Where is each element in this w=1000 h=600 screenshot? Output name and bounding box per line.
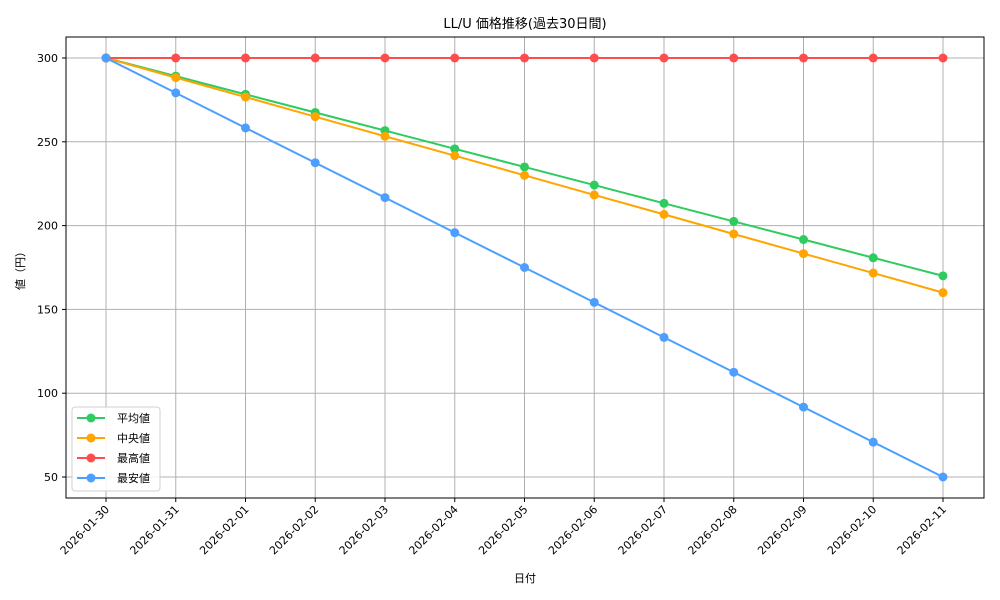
legend-item: 最高値 bbox=[77, 451, 150, 465]
x-tick-label: 2026-02-03 bbox=[337, 503, 391, 557]
data-point-marker bbox=[520, 263, 529, 272]
x-tick-label: 2026-02-08 bbox=[685, 503, 739, 557]
legend-marker-icon bbox=[86, 433, 96, 443]
x-tick-label: 2026-02-11 bbox=[895, 503, 949, 557]
legend-item: 最安値 bbox=[77, 471, 150, 485]
data-point-marker bbox=[868, 53, 878, 63]
data-point-marker bbox=[799, 235, 808, 245]
x-tick-label: 2026-02-10 bbox=[825, 503, 879, 557]
data-point-marker bbox=[450, 228, 460, 238]
y-tick-label: 100 bbox=[37, 387, 58, 400]
x-tick-label: 2026-02-01 bbox=[197, 503, 251, 557]
data-point-marker bbox=[938, 288, 948, 298]
x-tick-label: 2026-02-09 bbox=[755, 503, 809, 557]
data-point-marker bbox=[520, 170, 529, 180]
data-point-marker bbox=[938, 271, 948, 281]
x-tick-label: 2026-01-31 bbox=[127, 503, 181, 557]
data-point-marker bbox=[799, 402, 808, 412]
data-point-marker bbox=[380, 53, 390, 63]
legend-label: 平均値 bbox=[117, 412, 150, 425]
data-point-marker bbox=[938, 53, 948, 63]
legend-item: 平均値 bbox=[77, 412, 150, 425]
data-point-marker bbox=[520, 162, 529, 172]
data-point-marker bbox=[171, 88, 181, 98]
x-tick-label: 2026-01-30 bbox=[58, 503, 112, 557]
data-point-marker bbox=[171, 53, 181, 63]
data-point-marker bbox=[380, 131, 390, 141]
x-tick-label: 2026-02-02 bbox=[267, 503, 321, 557]
data-point-marker bbox=[101, 53, 111, 63]
data-point-marker bbox=[450, 151, 460, 161]
data-point-marker bbox=[450, 53, 460, 63]
legend-label: 中央値 bbox=[117, 432, 150, 445]
y-tick-label: 50 bbox=[44, 471, 58, 484]
data-point-marker bbox=[868, 253, 878, 263]
data-point-marker bbox=[380, 193, 390, 203]
data-point-marker bbox=[241, 92, 250, 102]
y-tick-label: 300 bbox=[37, 52, 58, 65]
y-tick-label: 150 bbox=[37, 303, 58, 316]
data-point-marker bbox=[310, 112, 320, 122]
series-layer bbox=[101, 53, 948, 482]
data-point-marker bbox=[659, 198, 669, 208]
series-2 bbox=[101, 53, 948, 63]
data-point-marker bbox=[450, 144, 460, 154]
data-point-marker bbox=[659, 332, 669, 342]
data-point-marker bbox=[659, 53, 669, 63]
legend-marker-icon bbox=[86, 473, 96, 483]
x-tick-label: 2026-02-06 bbox=[546, 503, 600, 557]
data-point-marker bbox=[868, 268, 878, 278]
data-point-marker bbox=[241, 123, 250, 133]
data-point-marker bbox=[589, 180, 599, 190]
y-tick-label: 250 bbox=[37, 136, 58, 149]
y-axis-ticks: 50 100 150 200 250 300 bbox=[37, 52, 66, 484]
legend-label: 最高値 bbox=[117, 451, 150, 465]
series-3 bbox=[101, 53, 948, 482]
data-point-marker bbox=[589, 190, 599, 200]
legend-marker-icon bbox=[86, 453, 96, 463]
legend-box bbox=[71, 406, 161, 492]
data-point-marker bbox=[589, 297, 599, 307]
data-point-marker bbox=[171, 73, 181, 83]
data-point-marker bbox=[729, 53, 739, 63]
data-point-marker bbox=[729, 367, 739, 377]
x-axis-ticks: 2026-01-30 2026-01-31 2026-02-01 2026-02-02… bbox=[58, 498, 949, 557]
x-tick-label: 2026-02-05 bbox=[476, 503, 530, 557]
chart-title: LL/U 価格推移(過去30日間) bbox=[443, 16, 606, 32]
data-point-marker bbox=[241, 53, 250, 63]
legend-marker-icon bbox=[86, 413, 96, 423]
data-point-marker bbox=[659, 209, 669, 219]
data-point-marker bbox=[589, 53, 599, 63]
data-point-marker bbox=[520, 53, 529, 63]
data-point-marker bbox=[799, 249, 808, 259]
legend-label: 最安値 bbox=[117, 471, 150, 485]
data-point-marker bbox=[868, 437, 878, 447]
y-axis-label: 値（円） bbox=[14, 246, 27, 290]
legend-item: 中央値 bbox=[77, 432, 150, 445]
x-tick-label: 2026-02-07 bbox=[616, 503, 670, 557]
series-1 bbox=[101, 53, 948, 298]
data-point-marker bbox=[799, 53, 808, 63]
data-point-marker bbox=[310, 158, 320, 168]
data-point-marker bbox=[938, 472, 948, 482]
y-tick-label: 200 bbox=[37, 220, 58, 233]
data-point-marker bbox=[729, 229, 739, 239]
x-tick-label: 2026-02-04 bbox=[406, 503, 460, 557]
x-axis-label: 日付 bbox=[514, 572, 536, 585]
data-point-marker bbox=[310, 53, 320, 63]
data-point-marker bbox=[729, 216, 739, 226]
